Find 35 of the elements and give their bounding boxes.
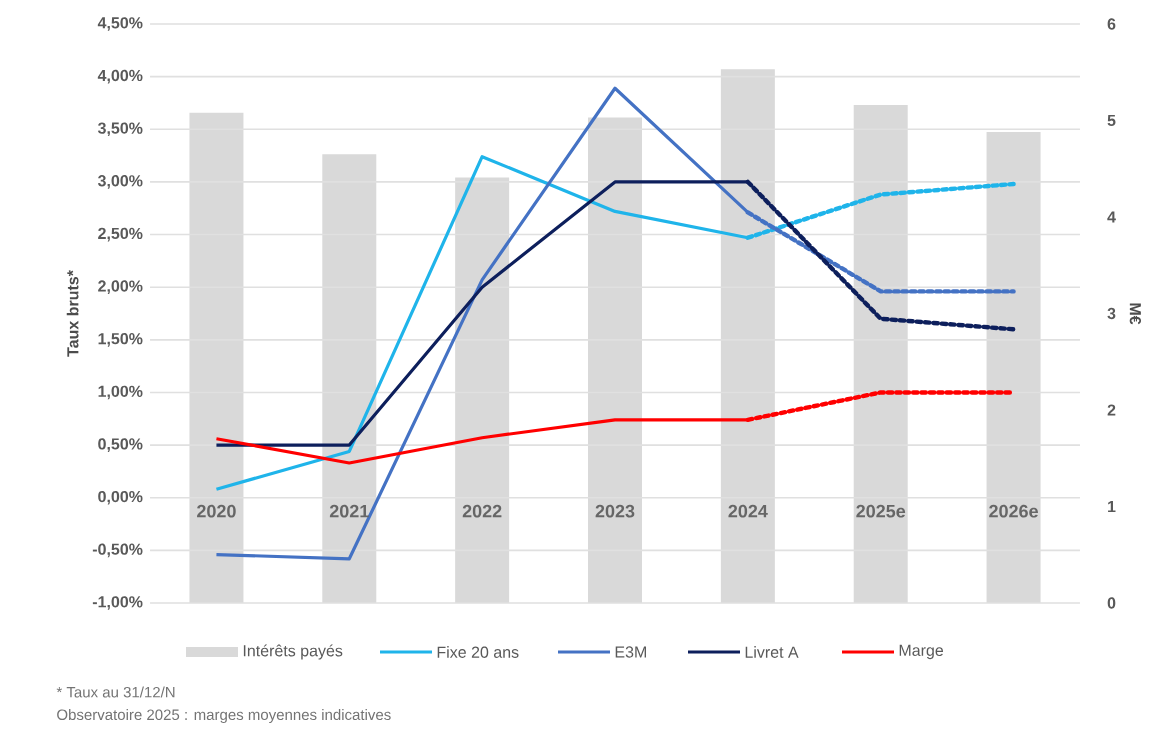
y2-tick-label: 3	[1107, 307, 1116, 320]
y2-tick-label: 2	[1107, 404, 1116, 416]
x-tick-label: 2024	[728, 504, 768, 518]
text: * Taux au 31/12/N	[56, 686, 175, 698]
x-tick-label: 2023	[595, 504, 635, 518]
legend-label: Fixe 20 ans	[437, 646, 519, 658]
text: Observatoire 2025 : marges moyennes indicatives	[57, 709, 391, 723]
y-tick-label: 3,50%	[97, 122, 143, 137]
x-tick-label: 2020	[197, 504, 236, 518]
y2-tick-label: 6	[1107, 18, 1116, 30]
y2-tick-label: 5	[1107, 114, 1116, 127]
y-tick-label: 1,50%	[98, 333, 143, 347]
y-tick-label: 4,50%	[97, 17, 143, 31]
y2-tick-label: 1	[1108, 501, 1116, 513]
x-tick-label: 2025e	[856, 504, 906, 518]
y-tick-label: 2,50%	[98, 227, 143, 242]
y-tick-label: 3,00%	[97, 175, 143, 189]
y2-tick-label: 0	[1107, 597, 1116, 609]
y-tick-label: -1,00%	[92, 596, 143, 610]
y-tick-label: 2,00%	[98, 280, 143, 295]
legend-label: Livret A	[745, 646, 799, 658]
y-tick-label: 1,00%	[98, 385, 143, 400]
legend-label: E3M	[615, 646, 646, 658]
y-axis-title: Taux bruts*	[66, 270, 79, 357]
y2-tick-label: 4	[1107, 211, 1116, 223]
x-tick-label: 2026e	[989, 504, 1038, 518]
y-tick-label: 0,00%	[98, 490, 143, 505]
y-tick-label: 0,50%	[98, 438, 143, 452]
y-tick-label: 4,00%	[97, 69, 143, 84]
x-tick-label: 2021	[329, 504, 369, 518]
y2-axis-title: M€	[1129, 303, 1142, 325]
legend-label: Intérêts payés	[243, 644, 343, 660]
y-tick-label: -0,50%	[92, 543, 143, 558]
legend-label: Marge	[899, 644, 944, 660]
x-tick-label: 2022	[462, 504, 502, 518]
